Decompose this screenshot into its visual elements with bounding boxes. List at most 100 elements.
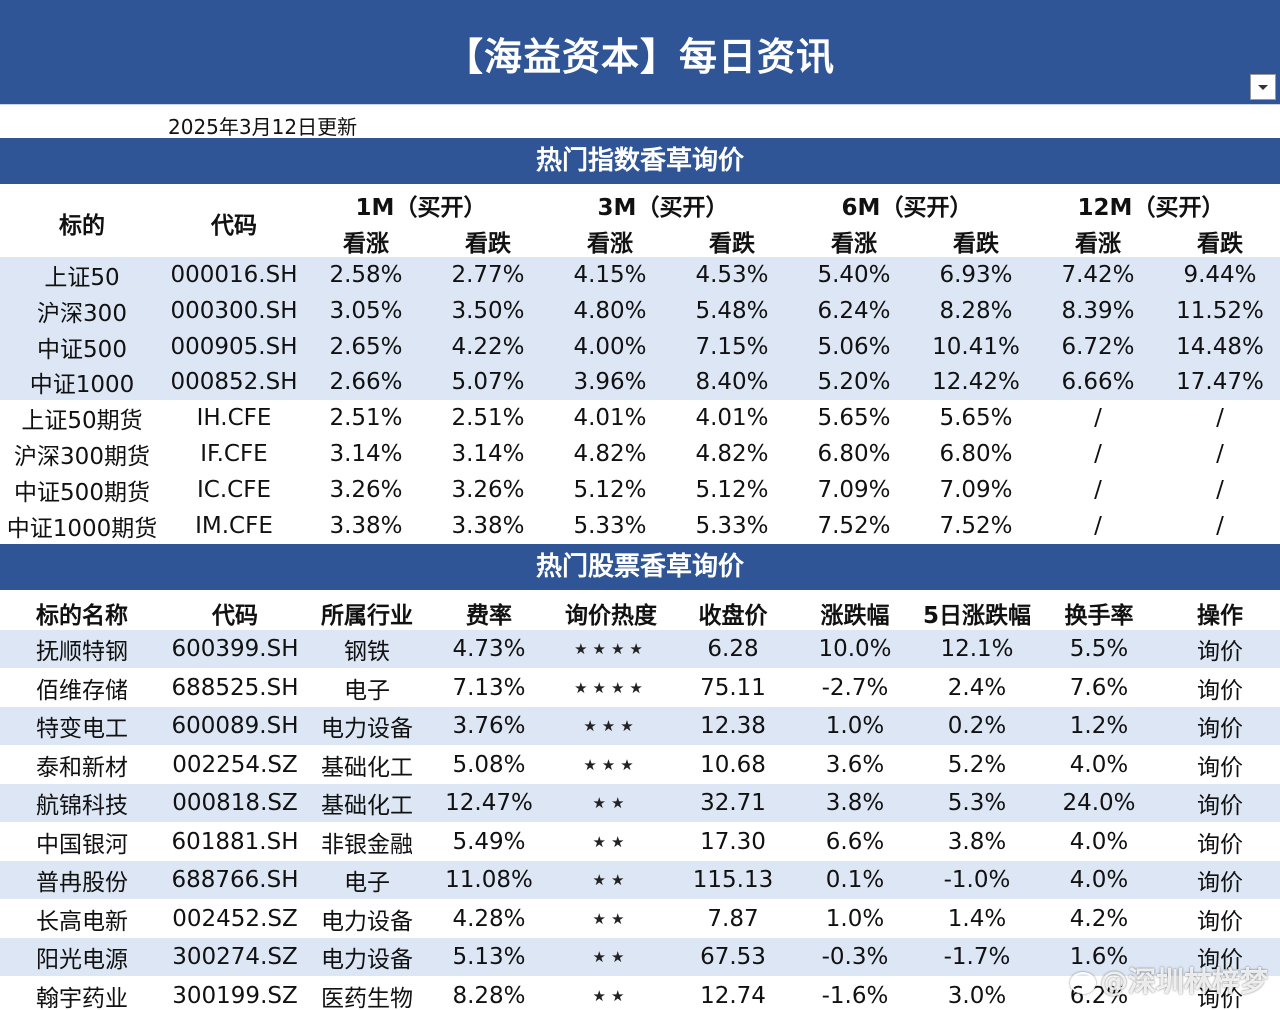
stock-heat: ★★ [592,832,630,851]
stock-fee: 5.08% [452,751,526,778]
stock-chg5: 2.4% [947,674,1007,701]
index-value: 3.96% [573,369,647,396]
index-row: 中证500 000905.SH 2.65% 4.22% 4.00% 7.15% 5.06% 1… [0,328,1280,365]
page-title: 【海益资本】每日资讯 [444,35,835,79]
stock-chg: 1.0% [825,905,885,932]
stock-heat: ★★★ [583,755,639,774]
stock-industry: 电子 [344,677,390,704]
inquiry-button[interactable]: 询价 [1197,985,1243,1010]
stock-chg5: 0.2% [947,713,1007,739]
stock-heat: ★★ [592,794,630,812]
index-value: / [1216,405,1224,432]
header-call: 看涨 [587,231,633,257]
stock-name: 翰宇药业 [36,985,128,1010]
stock-row: 泰和新材 002254.SZ 基础化工 5.08% ★★★ 10.68 3.6% 5.2% 4.… [0,746,1280,784]
stock-name: 佰维存储 [36,677,128,704]
index-code: IH.CFE [196,405,272,432]
index-value: 7.52% [817,512,891,539]
stock-code: 300274.SZ [172,944,298,970]
stock-name: 中国银河 [36,831,128,858]
stock-chg5: -1.7% [943,944,1011,970]
stock-col-chg5: 5日涨跌幅 [922,603,1031,629]
index-value: 3.26% [451,476,525,503]
index-value: 6.80% [939,441,1013,467]
inquiry-button[interactable]: 询价 [1197,716,1243,742]
stock-heat: ★★★ [583,717,639,735]
stock-heat: ★★ [592,986,630,1005]
index-code: IC.CFE [197,476,271,503]
header-put: 看跌 [953,231,999,257]
index-value: 3.38% [329,512,403,539]
col-code: 代码 [211,213,257,239]
stock-fee: 7.13% [452,674,526,701]
stock-industry: 电力设备 [321,908,413,935]
stock-code: 300199.SZ [172,982,298,1009]
index-value: 8.40% [695,369,769,396]
inquiry-button[interactable]: 询价 [1197,639,1243,665]
stock-industry: 电子 [344,870,390,896]
stock-close: 6.28 [707,636,759,662]
stock-code: 002452.SZ [172,905,298,932]
stock-name: 航锦科技 [36,793,128,819]
index-code: 000016.SH [170,262,298,288]
inquiry-button[interactable]: 询价 [1197,908,1243,935]
stock-fee: 4.73% [452,636,526,662]
stock-turnover: 1.6% [1069,944,1129,970]
stock-industry: 钢铁 [344,639,390,665]
index-value: / [1094,512,1102,539]
inquiry-button[interactable]: 询价 [1197,754,1243,781]
stock-close: 75.11 [700,674,766,701]
index-value: 3.05% [329,297,403,324]
index-value: 4.01% [573,405,647,432]
index-value: 5.07% [451,369,525,396]
index-value: 5.06% [817,333,891,360]
index-value: 4.53% [695,262,769,288]
index-value: 14.48% [1176,333,1264,360]
watermark-text: @深圳林梓梦 [1100,965,1269,998]
stock-col-action: 操作 [1197,603,1243,629]
stock-name: 长高电新 [36,908,128,935]
stock-row: 特变电工 600089.SH 电力设备 3.76% ★★★ 12.38 1.0% 0.2% 1.… [0,707,1280,745]
stock-turnover: 4.0% [1069,751,1129,778]
index-value: 2.66% [329,369,403,396]
index-value: 5.12% [573,476,647,503]
inquiry-button[interactable]: 询价 [1197,677,1243,704]
stock-turnover: 1.2% [1069,713,1129,739]
index-name: 沪深300期货 [14,444,150,470]
index-value: 4.22% [451,333,525,360]
index-value: 5.33% [573,512,647,539]
inquiry-button[interactable]: 询价 [1197,947,1243,973]
inquiry-button[interactable]: 询价 [1197,793,1243,819]
stock-row: 航锦科技 000818.SZ 基础化工 12.47% ★★ 32.71 3.8% 5.3% 24… [0,784,1280,822]
chevron-down-icon [1258,85,1268,90]
stock-fee: 4.28% [452,905,526,932]
index-code: 000852.SH [170,369,298,396]
index-value: 11.52% [1176,297,1264,324]
stock-chg5: -1.0% [943,867,1011,893]
stock-industry: 基础化工 [321,793,413,819]
stock-fee: 5.13% [452,944,526,970]
index-name: 上证50期货 [21,408,143,435]
stock-code: 002254.SZ [172,751,298,778]
index-row: 中证500期货 IC.CFE 3.26% 3.26% 5.12% 5.12% 7.09% 7.… [0,472,1280,508]
index-value: / [1216,512,1224,539]
filter-dropdown-button[interactable] [1250,74,1276,100]
index-value: 3.38% [451,512,525,539]
index-name: 中证1000 [29,372,135,399]
stock-code: 688766.SH [171,867,299,893]
stock-chg5: 5.3% [947,790,1007,816]
stock-chg: -0.3% [821,944,889,970]
index-row: 沪深300 000300.SH 3.05% 3.50% 4.80% 5.48% 6.24% 8… [0,292,1280,329]
stock-col-code: 代码 [212,603,258,629]
stock-code: 600399.SH [171,636,299,662]
period-12m: 12M（买开） [1077,195,1225,221]
index-value: 6.24% [817,297,891,324]
index-value: 2.51% [329,405,403,432]
stock-industry: 医药生物 [321,985,413,1010]
inquiry-button[interactable]: 询价 [1197,831,1243,858]
period-6m: 6M（买开） [841,195,973,221]
inquiry-button[interactable]: 询价 [1197,870,1243,896]
index-value: 7.52% [939,512,1013,539]
header-put: 看跌 [465,231,511,257]
stock-col-chg: 涨跌幅 [820,603,890,629]
